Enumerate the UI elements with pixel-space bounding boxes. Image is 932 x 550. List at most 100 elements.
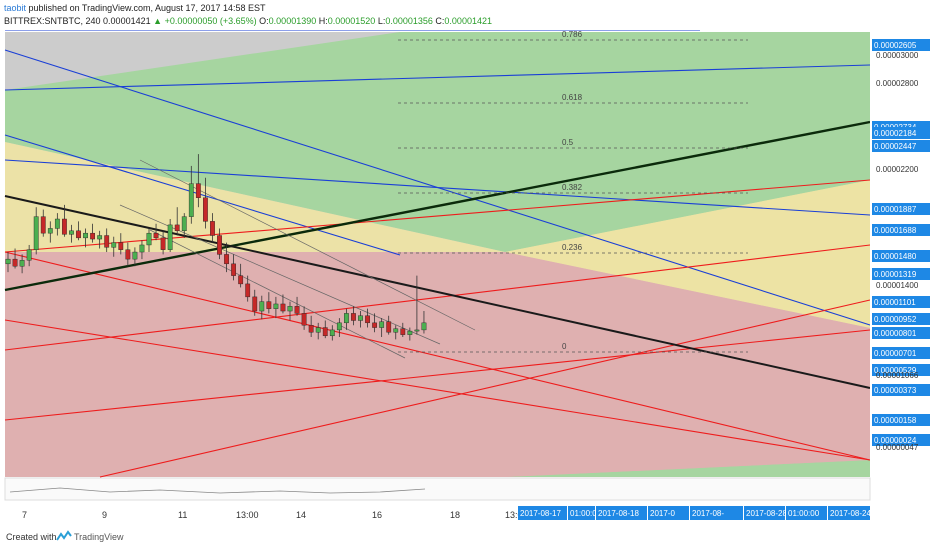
- candle-body: [33, 216, 39, 250]
- candle-body: [379, 321, 385, 328]
- zone-green-right: [505, 32, 870, 252]
- time-tag: [568, 506, 595, 520]
- time-axis-tick: 13:00: [505, 510, 528, 520]
- candle-body: [40, 216, 46, 234]
- candle-body: [301, 313, 307, 326]
- price-tag: [872, 268, 930, 280]
- time-tag: [596, 506, 647, 520]
- up-arrow-icon: ▲: [153, 16, 163, 26]
- candle-body: [287, 306, 293, 312]
- candle-body: [90, 232, 96, 240]
- time-tag-label: 2017-08-17: [520, 509, 561, 518]
- time-tag-label: 01:00:0: [570, 509, 597, 518]
- candle-body: [195, 183, 201, 198]
- price-tag: [872, 39, 930, 51]
- time-tag: [744, 506, 785, 520]
- candle-body: [69, 230, 74, 235]
- chart-header: taobit published on TradingView.com, Aug…: [0, 0, 932, 30]
- candle-body: [329, 329, 335, 337]
- candle-body: [146, 232, 152, 246]
- candle-body: [202, 197, 208, 222]
- close-value: 0.00001421: [444, 16, 492, 26]
- price-tag: [872, 313, 930, 325]
- candle-body: [336, 322, 342, 331]
- candle-body: [273, 303, 279, 309]
- projection-arrow: [139, 159, 476, 331]
- time-axis-tick: 7: [22, 510, 27, 520]
- candle-body: [365, 315, 370, 324]
- price-tag-label: 0.00002184: [874, 129, 917, 138]
- candle-body: [54, 218, 60, 229]
- price-axis-bg: [870, 30, 932, 500]
- price-tag: [872, 296, 930, 308]
- red-fan-line: [4, 244, 871, 351]
- change-value: +0.00000050 (+3.65%): [164, 16, 257, 26]
- candle-body: [188, 183, 194, 217]
- publish-text: published on TradingView.com, August 17,…: [28, 3, 266, 13]
- price-tag-label: 0.00000158: [874, 416, 917, 425]
- candle-body: [238, 275, 244, 285]
- tradingview-brand[interactable]: TradingView: [74, 532, 124, 542]
- close-label: C:: [435, 16, 445, 26]
- candle-body: [245, 283, 251, 298]
- low-value: 0.00001356: [385, 16, 433, 26]
- candle-body: [167, 224, 173, 250]
- price-tag-label: 0.00000373: [874, 386, 917, 395]
- price-tag-label: 0.00000024: [874, 436, 917, 445]
- time-tag-label: 2017-08-18: [598, 509, 639, 518]
- red-fan-line: [4, 319, 871, 461]
- open-value: 0.00001390: [268, 16, 317, 26]
- time-tag: [828, 506, 870, 520]
- candle-body: [252, 296, 258, 312]
- candle-body: [83, 232, 88, 239]
- price-tag: [872, 434, 930, 446]
- time-axis-tick: 11: [178, 510, 187, 520]
- candle-body: [153, 232, 159, 239]
- candle-body: [139, 244, 145, 253]
- candle-body: [315, 327, 321, 333]
- time-axis-tick: 9: [102, 510, 107, 520]
- price-axis-tick: 0.00002800: [876, 79, 919, 88]
- open-label: O:: [259, 16, 269, 26]
- time-tag-label: 2017-08-: [692, 509, 724, 518]
- price-tag-label: 0.00001887: [874, 205, 917, 214]
- black-trend-line-up: [4, 120, 871, 292]
- zone-yellow-right: [505, 180, 870, 328]
- candle-body: [259, 301, 265, 312]
- candle-body: [19, 260, 25, 267]
- chart-canvas[interactable]: 0.7860.6180.50.3820.23600.000026050.0000…: [0, 30, 932, 526]
- price-tag: [872, 224, 930, 236]
- candle-body: [47, 228, 53, 234]
- price-tag-label: 0.00001688: [874, 226, 917, 235]
- candle-body: [358, 315, 363, 321]
- price-tag-label: 0.00000529: [874, 366, 917, 375]
- price-axis-tick: 0.00003000: [876, 51, 919, 60]
- price-tag-label: 0.00001101: [874, 298, 916, 307]
- time-tag: [648, 506, 689, 520]
- price-tag-label: 0.00002447: [874, 142, 917, 151]
- candle-body: [414, 329, 420, 332]
- price-tag: [872, 384, 930, 396]
- candle-body: [308, 325, 314, 333]
- candle-body: [26, 249, 32, 261]
- time-tag-label: 2017-08-24: [830, 509, 871, 518]
- price-tag-label: 0.00000801: [874, 329, 917, 338]
- blue-fan-line: [4, 64, 871, 91]
- candle-body: [217, 235, 222, 255]
- time-tag-label: 2017-08-28: [746, 509, 787, 518]
- price-tag: [872, 250, 930, 262]
- price-tag: [872, 414, 930, 426]
- fib-level-label: 0.786: [562, 30, 583, 39]
- candle-body: [104, 235, 110, 248]
- candle-body: [393, 328, 399, 333]
- candle-body: [266, 301, 272, 309]
- time-axis-tick: 13:00: [236, 510, 259, 520]
- time-tag: [690, 506, 743, 520]
- projection-arrow: [119, 204, 441, 345]
- author-link[interactable]: taobit: [4, 3, 27, 13]
- fib-level-label: 0.382: [562, 183, 583, 192]
- time-tag-label: 01:00:00: [788, 509, 820, 518]
- candle-body: [181, 216, 187, 231]
- price-tag-label: 0.00001319: [874, 270, 917, 279]
- candle-body: [231, 263, 236, 276]
